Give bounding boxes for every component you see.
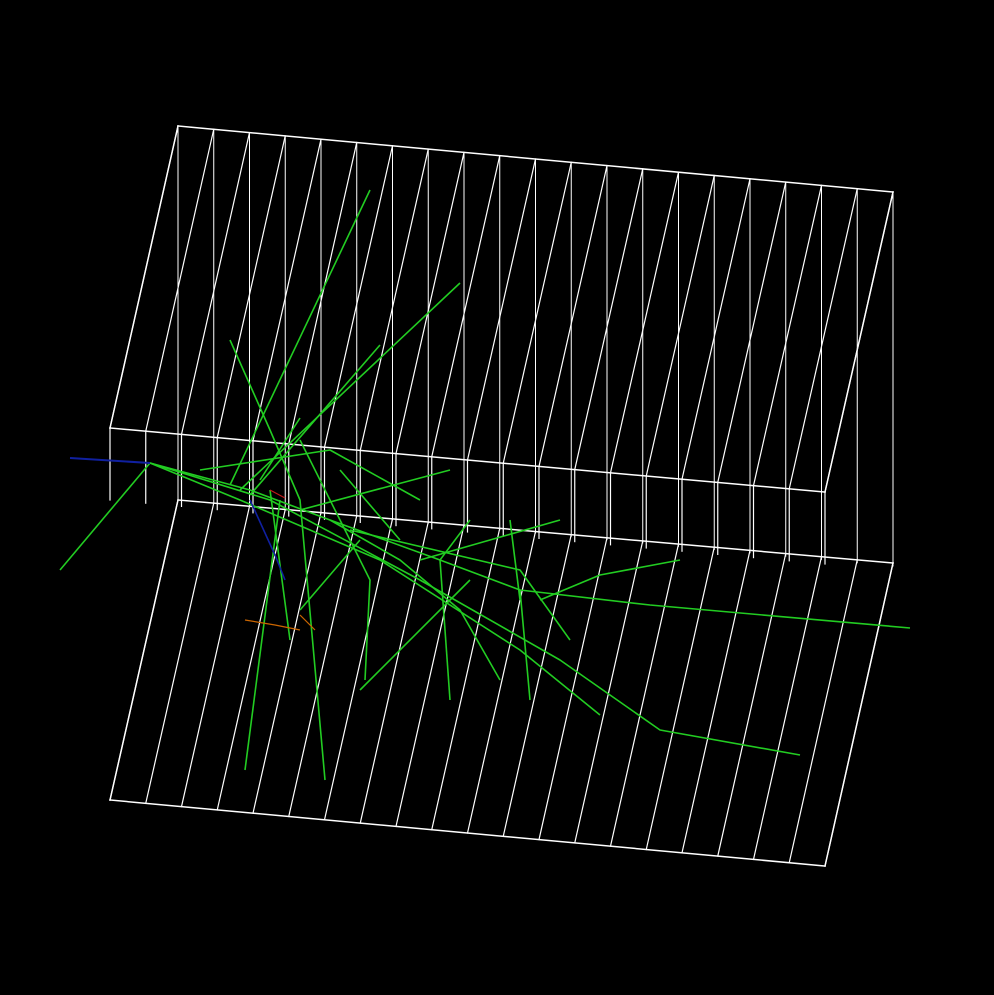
detector-event-svg: [0, 0, 994, 995]
background: [0, 0, 994, 995]
event-display-viewport: [0, 0, 994, 995]
